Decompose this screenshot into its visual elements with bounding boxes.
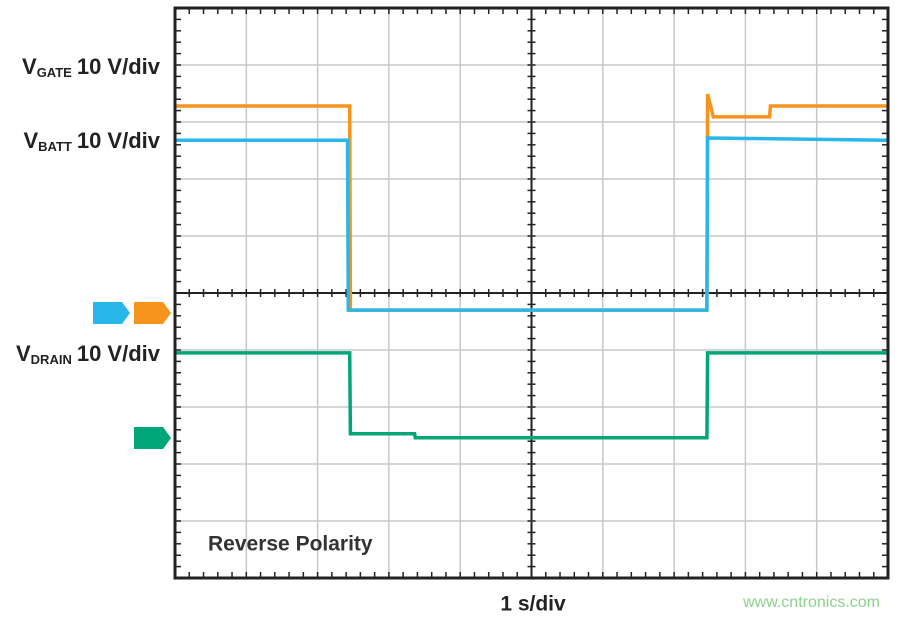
label-scale: 10 V/div [77,54,161,79]
label-scale: 10 V/div [77,128,161,153]
trace [175,136,889,312]
trace [175,351,888,440]
traces [175,93,889,440]
label-v: V [22,54,37,79]
ground-marker [134,427,171,449]
label-subscript: GATE [37,65,72,80]
watermark: www.cntronics.com [742,594,880,611]
series-label: VBATT 10 V/div [23,128,160,155]
label-scale: 10 V/div [77,341,161,366]
label-v: V [16,341,31,366]
series-label: VGATE 10 V/div [22,54,161,81]
label-subscript: BATT [38,139,72,154]
plot-border [173,6,890,580]
ground-marker [134,302,171,324]
series-label: VDRAIN 10 V/div [16,341,161,368]
trace [175,93,888,312]
annotation: Reverse Polarity [208,533,373,556]
ground-marker [93,302,130,324]
x-axis-label: 1 s/div [500,593,566,616]
label-v: V [23,128,38,153]
label-subscript: DRAIN [31,352,72,367]
